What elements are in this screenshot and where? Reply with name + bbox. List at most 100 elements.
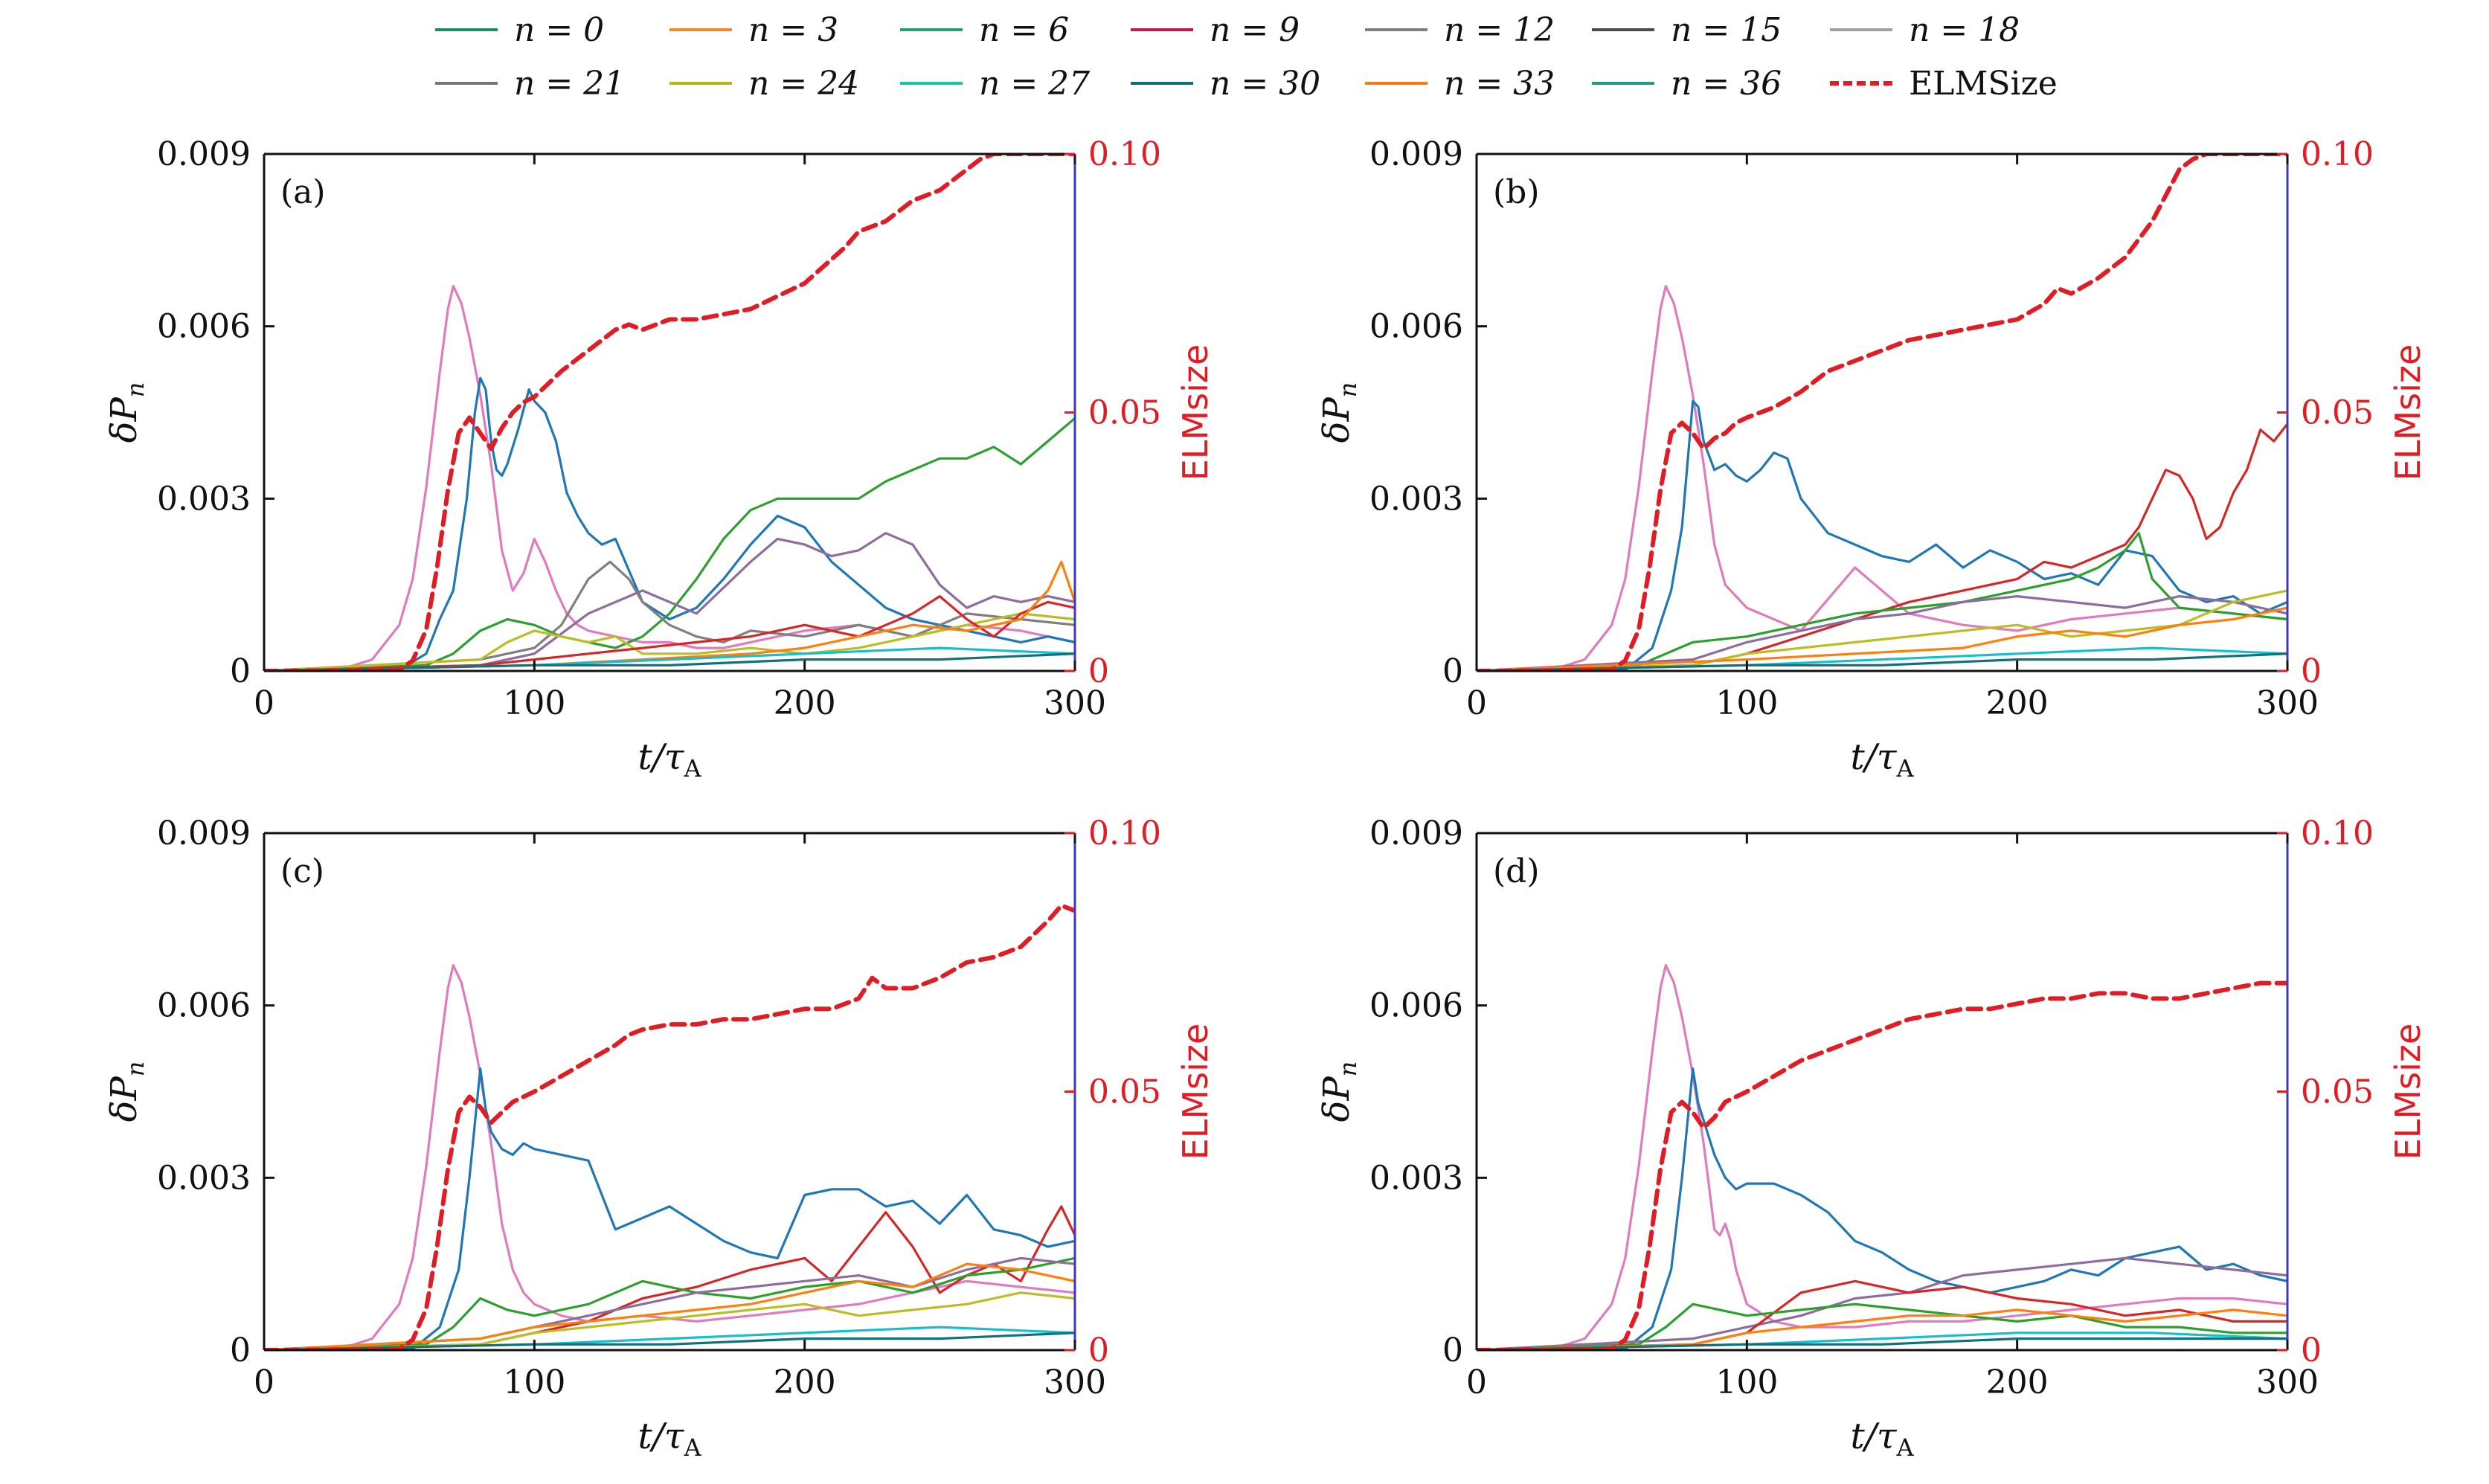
series-group [1477,964,2287,1350]
mode-line [264,612,1075,671]
y-tick-label: 0.003 [1369,1159,1463,1197]
legend-swatch [1592,28,1654,31]
legend-label: n = 12 [1444,10,1555,49]
y-tick-label: 0.003 [1369,480,1463,518]
mode-line [264,1291,1075,1350]
legend-item: n = 33 [1365,61,1555,106]
series-group [1477,154,2287,671]
elm-size-line [1477,154,2287,671]
legend-swatch [1365,28,1427,31]
mode-line [1477,532,2287,671]
y-tick-label: 0.006 [157,987,251,1025]
legend-label: n = 18 [1909,10,2020,49]
mode-line [264,652,1075,671]
x-tick-label: 100 [1715,684,1778,722]
mode-line [1477,652,2287,671]
mode-line [1477,423,2287,671]
legend-swatch [900,28,963,31]
legend-swatch [1131,28,1193,31]
y-tick-label: 0.009 [1369,815,1463,852]
y-tick-label: 0.006 [1369,308,1463,346]
series-group [264,154,1075,671]
y-axis-label: δPn [103,1061,150,1122]
x-axis-label: t/τA [637,1416,701,1462]
elm-size-line [264,903,1075,1350]
legend-swatch [1592,82,1654,85]
legend-item: n = 18 [1830,7,2020,52]
legend: n = 0 n = 3 n = 6 n = 9 n = 12 n = 15 n = 18 n … [0,0,2489,119]
x-tick-label: 200 [1986,684,2049,722]
legend-swatch [435,28,498,31]
legend-item: ELMSize [1830,61,2058,106]
mode-line [1477,594,2287,671]
x-tick-label: 0 [254,684,274,722]
legend-item: n = 30 [1131,61,1320,106]
legend-swatch [669,82,732,85]
legend-item: n = 27 [900,61,1090,106]
legend-label: ELMSize [1909,64,2058,103]
mode-line [1477,1256,2287,1350]
legend-item: n = 21 [435,61,625,106]
y2-axis-label: ELMsize [1175,344,1215,481]
y2-axis-label: ELMsize [1175,1024,1215,1160]
y2-tick-label: 0.05 [1088,394,1161,432]
y-tick-label: 0.009 [157,815,251,852]
y2-tick-label: 0.10 [1088,815,1161,852]
y-axis-label: δPn [1316,1061,1362,1122]
chart-panel: 0 100 200 30000.0030.0060.00900.050.10(d)t/… [1316,815,2428,1462]
legend-item: n = 15 [1592,7,1782,52]
x-tick-label: 200 [1986,1363,2049,1401]
legend-label: n = 33 [1444,64,1555,103]
x-tick-label: 300 [2256,1363,2319,1401]
elm-size-line [264,154,1075,671]
mode-line [264,532,1075,671]
y-axis-label: δPn [103,382,150,443]
x-axis-label: t/τA [637,736,701,783]
chart-grid: 0 100 200 300 0 0.003 0.006 0.009 0 0.05 0.10 (a) t/… [103,135,2428,1462]
mode-line [264,376,1075,671]
y2-tick-label: 0.05 [1088,1073,1161,1111]
chart-panel: 0 100 200 30000.0030.0060.00900.050.10(c)t/… [103,815,1215,1462]
mode-line [264,560,1075,671]
panel-label: (b) [1493,173,1540,211]
y2-tick-label: 0.05 [2301,394,2374,432]
x-tick-label: 200 [774,1363,836,1401]
y-tick-label: 0.006 [157,308,251,346]
legend-item: n = 0 [435,7,604,52]
x-tick-label: 100 [503,1363,565,1401]
mode-line [1477,285,2287,671]
y-tick-label: 0.006 [1369,987,1463,1025]
legend-item: n = 24 [669,61,859,106]
y-tick-label: 0 [1442,1332,1463,1369]
mode-line [1477,606,2287,671]
y-tick-label: 0 [230,1332,251,1369]
legend-label: n = 0 [514,10,605,49]
mode-line [1477,1337,2287,1350]
y2-tick-label: 0.10 [1088,135,1161,173]
y2-axis-label: ELMsize [2388,344,2428,481]
y2-tick-label: 0.05 [2301,1073,2374,1111]
x-tick-label: 300 [1044,1363,1106,1401]
y2-tick-label: 0.10 [2301,135,2374,173]
chart-panel: 0 100 200 30000.0030.0060.00900.050.10(a)t/… [103,135,1215,783]
legend-label: n = 27 [979,64,1091,103]
elm-size-line [1477,980,2287,1350]
legend-item: n = 36 [1592,61,1782,106]
legend-swatch [669,28,732,31]
mode-line [1477,399,2287,671]
legend-label: n = 3 [748,10,839,49]
y-tick-label: 0.003 [157,480,251,518]
x-tick-label: 0 [1466,684,1487,722]
series-group [264,903,1075,1350]
panel-label: (c) [280,852,324,890]
legend-item: n = 9 [1131,7,1300,52]
x-axis-label: t/τA [1850,736,1914,783]
legend-swatch [1131,82,1193,85]
panel-label: (d) [1493,852,1540,890]
y2-tick-label: 0.10 [2301,815,2374,852]
legend-item: n = 12 [1365,7,1555,52]
y2-tick-label: 0 [2301,1332,2322,1369]
legend-label: n = 24 [748,64,860,103]
legend-label: n = 15 [1671,10,1782,49]
mode-line [264,1256,1075,1350]
